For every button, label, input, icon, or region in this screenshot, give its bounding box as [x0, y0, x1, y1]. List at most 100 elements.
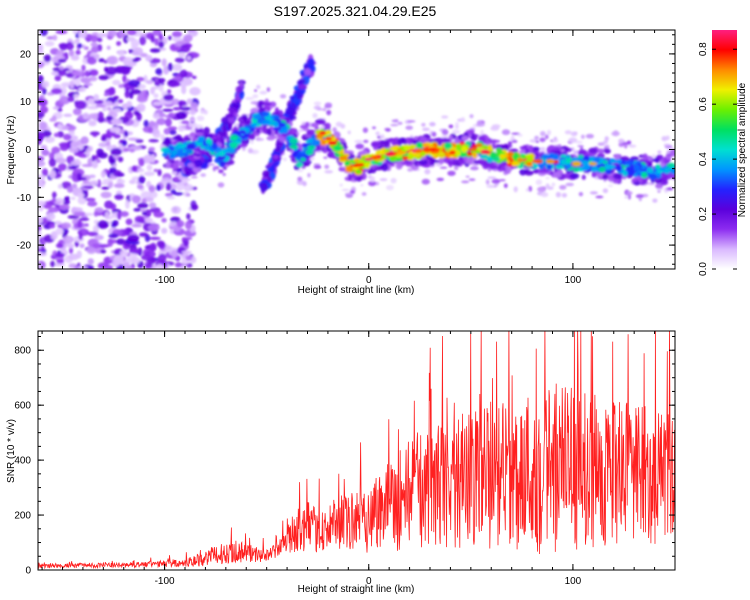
spectrogram-cell [143, 74, 148, 83]
x-tick-label: -100 [155, 576, 175, 587]
spectrogram-cell [82, 212, 94, 216]
spectrogram-cell [461, 180, 470, 184]
spectrogram-cell [80, 136, 89, 145]
spectrogram-cell [92, 242, 100, 249]
spectrogram-cell [38, 200, 46, 206]
spectrogram-cell [289, 144, 299, 150]
spectrogram-cell [138, 83, 146, 90]
x-tick-label: 0 [366, 275, 372, 286]
spectrogram-cell [130, 89, 142, 95]
spectrogram-cell [407, 153, 413, 159]
spectrogram-cell [432, 147, 441, 152]
spectrogram-cell [154, 38, 159, 46]
spectrogram-cell [316, 133, 324, 138]
spectrogram-cell [270, 135, 279, 139]
spectrogram-cell [179, 44, 191, 53]
spectrogram-cell [461, 135, 469, 141]
spectrogram-cell [313, 101, 322, 106]
spectrogram-cell [390, 177, 397, 184]
spectrogram-cell [72, 30, 78, 35]
spectrogram-cell [161, 217, 167, 223]
spectrogram-cell [449, 150, 456, 155]
spectrogram-cell [48, 158, 57, 167]
spectrogram-cell [201, 162, 209, 169]
spectrogram-cell [56, 50, 65, 55]
spectrogram-cell [588, 162, 598, 166]
spectrogram-cell [339, 155, 348, 161]
spectrogram-cell [160, 133, 165, 142]
spectrogram-cell [135, 139, 144, 143]
spectrogram-cell [141, 198, 147, 205]
spectrogram-cell [581, 174, 586, 180]
spectrogram-cell [421, 178, 430, 185]
snr-axes: -100 0 100 0 200 400 600 800 [14, 331, 676, 587]
spectrogram-cell [339, 183, 343, 187]
spectrogram-cell [105, 141, 111, 147]
spectrogram-cell [198, 149, 208, 154]
spectrogram-cell [84, 82, 93, 86]
spectrogram-cell [172, 192, 184, 196]
spectrogram-cell [93, 53, 100, 60]
spectrogram-cell [152, 101, 162, 106]
spectrogram-cell [211, 142, 218, 150]
spectrogram-cell [195, 132, 204, 136]
spectrogram-cell [324, 130, 332, 136]
x-tick-label: -100 [155, 275, 175, 286]
spectrogram-cell [181, 237, 193, 241]
spectrogram-cell [97, 262, 109, 269]
spectrogram-cell [167, 35, 172, 41]
spectrogram-cell [138, 158, 145, 167]
spectrogram-cell [262, 126, 268, 134]
spectrogram-cell [109, 126, 121, 133]
spectrogram-cell [183, 178, 191, 182]
spectrogram-cell [409, 137, 414, 142]
spectrogram-cell [298, 83, 306, 90]
spectrogram-cell [297, 169, 304, 173]
spectrogram-cell [143, 171, 155, 177]
spectrogram-cell [180, 80, 187, 89]
spectrogram-cell [609, 158, 617, 164]
spectrogram-cell [54, 201, 62, 205]
spectrogram-cell [169, 221, 178, 226]
spectrogram-cell [551, 182, 556, 187]
spectrogram-cell [434, 137, 445, 142]
spectrogram-cell [420, 151, 426, 157]
spectrogram-cell [166, 195, 176, 200]
y-tick-label: -20 [17, 241, 32, 252]
spectrogram-cell [443, 138, 451, 143]
spectrogram-cell [40, 30, 48, 36]
spectrogram-y-axis-label: Frequency (Hz) [6, 116, 17, 185]
chart-title: S197.2025.321.04.29.E25 [274, 3, 437, 19]
spectrogram-cell [70, 160, 82, 166]
spectrogram-cell [604, 144, 610, 148]
spectrogram-cell [91, 155, 96, 162]
spectrogram-cell [414, 148, 423, 154]
spectrogram-cell [525, 188, 530, 192]
spectrogram-cell [61, 222, 72, 229]
spectrogram-cell [550, 154, 559, 161]
spectrogram-cell [54, 220, 62, 225]
spectrogram-cell [120, 211, 129, 217]
spectrogram-cell [178, 52, 186, 58]
spectrogram-cell [179, 106, 192, 111]
spectrogram-cell [48, 152, 55, 160]
spectrogram-cell [71, 207, 84, 212]
spectrogram-cell [431, 131, 437, 137]
spectrogram-cell [162, 152, 169, 157]
spectrogram-cell [178, 126, 186, 131]
spectrogram-cell [607, 164, 616, 169]
spectrogram-cell [169, 82, 182, 87]
spectrogram-cell [38, 160, 46, 167]
spectrogram-cell [171, 98, 180, 106]
spectrogram-cell [44, 41, 55, 47]
y-tick-label: 0 [25, 566, 31, 577]
spectrogram-cell [58, 43, 69, 48]
spectrogram-cell [341, 188, 350, 192]
spectrogram-cell [185, 255, 193, 261]
spectrogram-cell [88, 76, 98, 82]
spectrogram-cell [59, 96, 71, 105]
spectrogram-cell [342, 145, 348, 150]
spectrogram-cell [185, 192, 191, 197]
spectrogram-cell [522, 144, 528, 149]
spectrogram-cell [38, 74, 44, 84]
